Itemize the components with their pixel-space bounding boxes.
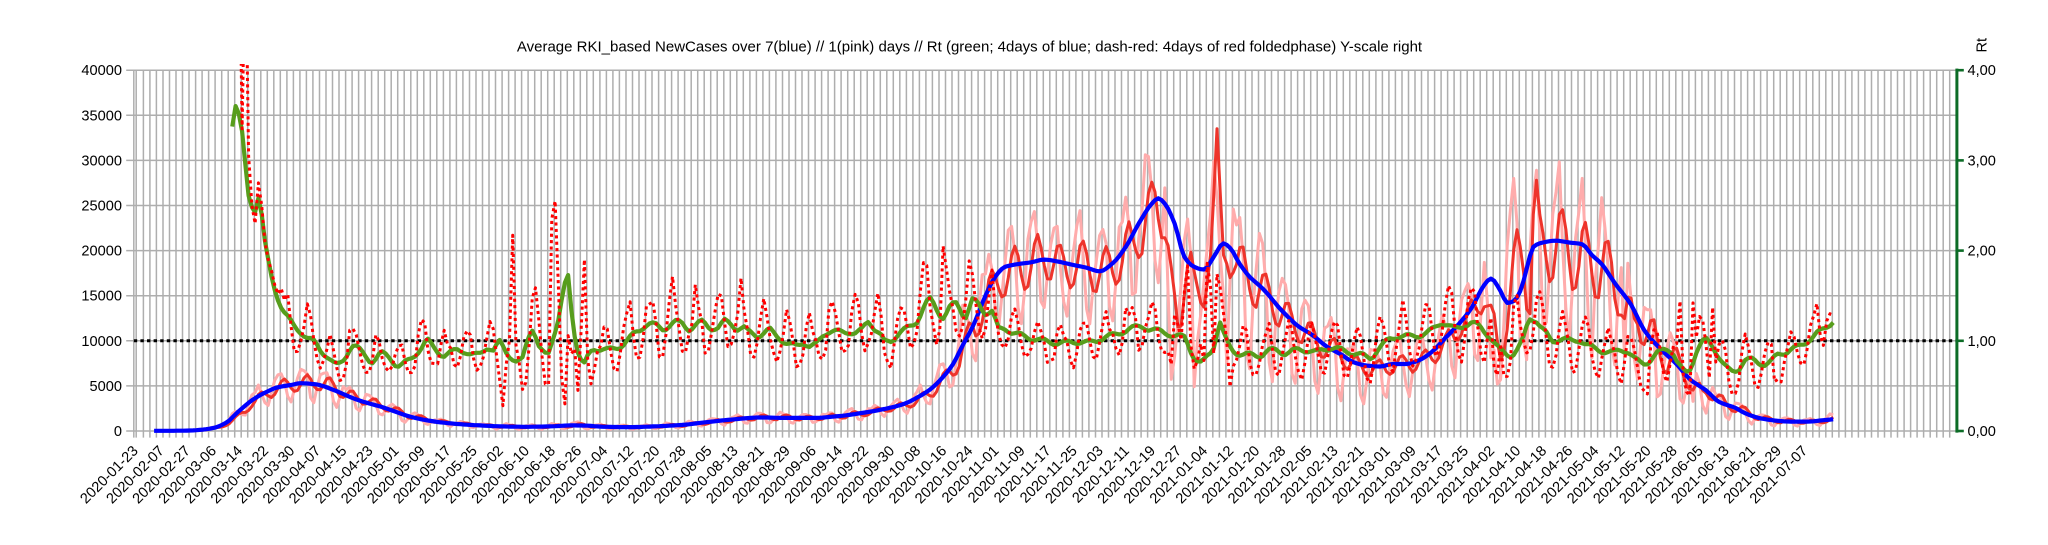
svg-text:3,00: 3,00 xyxy=(1968,153,1996,169)
svg-text:35000: 35000 xyxy=(81,108,122,124)
svg-text:5000: 5000 xyxy=(90,379,122,395)
svg-text:0,00: 0,00 xyxy=(1968,424,1996,440)
svg-text:15000: 15000 xyxy=(81,289,122,305)
svg-text:Average RKI_based NewCases ove: Average RKI_based NewCases over 7(blue) … xyxy=(517,39,1423,56)
svg-text:40000: 40000 xyxy=(81,63,122,79)
svg-text:20000: 20000 xyxy=(81,244,122,260)
svg-text:Rt: Rt xyxy=(1975,38,1991,53)
svg-text:1,00: 1,00 xyxy=(1968,334,1996,350)
svg-text:30000: 30000 xyxy=(81,153,122,169)
svg-text:2,00: 2,00 xyxy=(1968,244,1996,260)
svg-text:25000: 25000 xyxy=(81,199,122,215)
svg-text:10000: 10000 xyxy=(81,334,122,350)
svg-text:0: 0 xyxy=(114,424,122,440)
svg-text:4,00: 4,00 xyxy=(1968,63,1996,79)
